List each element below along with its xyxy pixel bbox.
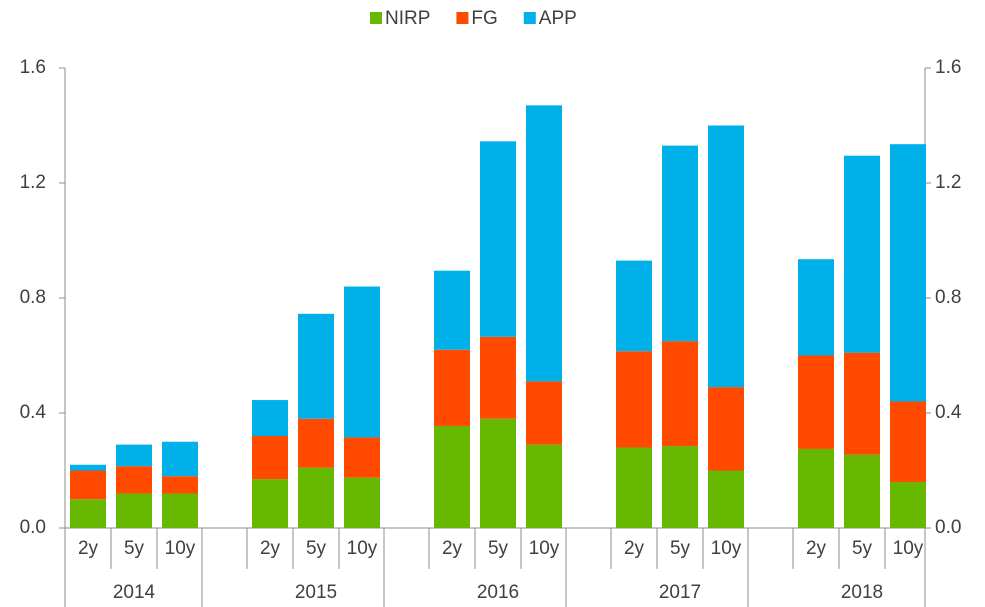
bar-segment bbox=[798, 448, 834, 528]
bar-segment bbox=[844, 352, 880, 455]
bar-segment bbox=[480, 336, 516, 419]
bar-segment bbox=[526, 105, 562, 382]
y-tick-label: 0.4 bbox=[20, 402, 47, 423]
bar-segment bbox=[116, 444, 152, 467]
group-label: 2014 bbox=[113, 582, 156, 603]
bar-segment bbox=[708, 125, 744, 388]
y2-tick-label: 1.6 bbox=[935, 57, 961, 78]
bar-segment bbox=[162, 493, 198, 528]
x-tick-label: 10y bbox=[893, 538, 924, 559]
bar-segment bbox=[70, 499, 106, 528]
bar-segment bbox=[480, 418, 516, 528]
bar-segment bbox=[298, 467, 334, 528]
y-tick-label: 1.2 bbox=[20, 172, 46, 193]
bar-segment bbox=[844, 454, 880, 528]
bar-segment bbox=[616, 447, 652, 528]
bar-segment bbox=[70, 464, 106, 471]
y-tick-label: 0.0 bbox=[20, 517, 46, 538]
x-tick-label: 2y bbox=[442, 538, 463, 559]
bar-segment bbox=[526, 381, 562, 445]
legend-swatch bbox=[370, 12, 382, 24]
bar-segment bbox=[434, 425, 470, 528]
legend-label: APP bbox=[539, 8, 577, 29]
x-tick-label: 5y bbox=[488, 538, 509, 559]
x-tick-label: 5y bbox=[670, 538, 691, 559]
bar-segment bbox=[662, 446, 698, 528]
x-tick-label: 10y bbox=[711, 538, 742, 559]
bar-segment bbox=[890, 144, 926, 402]
bar-segment bbox=[616, 260, 652, 352]
bar-segment bbox=[708, 470, 744, 528]
bar-segment bbox=[890, 482, 926, 528]
bar-segment bbox=[344, 477, 380, 528]
x-tick-label: 5y bbox=[306, 538, 327, 559]
bar-segment bbox=[344, 437, 380, 478]
bar-segment bbox=[162, 441, 198, 477]
legend-label: FG bbox=[471, 8, 497, 29]
y2-tick-label: 0.0 bbox=[935, 517, 961, 538]
bar-segment bbox=[798, 355, 834, 449]
x-tick-label: 10y bbox=[347, 538, 378, 559]
group-label: 2016 bbox=[477, 582, 519, 603]
bar-segment bbox=[252, 400, 288, 436]
bar-segment bbox=[890, 401, 926, 482]
bar-segment bbox=[252, 436, 288, 480]
group-label: 2018 bbox=[841, 582, 883, 603]
group-label: 2017 bbox=[659, 582, 701, 603]
x-tick-label: 10y bbox=[529, 538, 560, 559]
y-tick-label: 0.8 bbox=[20, 287, 46, 308]
bar-segment bbox=[708, 387, 744, 471]
bar-segment bbox=[662, 341, 698, 447]
y2-tick-label: 0.4 bbox=[935, 402, 962, 423]
x-tick-label: 2y bbox=[260, 538, 281, 559]
legend-swatch bbox=[456, 12, 469, 24]
bar-segment bbox=[662, 145, 698, 342]
bar-segment bbox=[298, 313, 334, 419]
bar-segment bbox=[434, 270, 470, 350]
legend-swatch bbox=[523, 12, 536, 24]
group-label: 2015 bbox=[295, 582, 337, 603]
legend-label: NIRP bbox=[385, 8, 430, 29]
bar-segment bbox=[344, 286, 380, 438]
bar-segment bbox=[844, 155, 880, 353]
bar-segment bbox=[252, 479, 288, 528]
bar-segment bbox=[616, 351, 652, 448]
x-tick-label: 2y bbox=[806, 538, 827, 559]
bar-segment bbox=[116, 466, 152, 494]
y-tick-label: 1.6 bbox=[20, 57, 46, 78]
y2-tick-label: 1.2 bbox=[935, 172, 961, 193]
bar-segment bbox=[526, 444, 562, 528]
bar-segment bbox=[162, 476, 198, 494]
bar-segment bbox=[480, 141, 516, 337]
x-tick-label: 5y bbox=[124, 538, 145, 559]
x-tick-label: 2y bbox=[78, 538, 99, 559]
bar-segment bbox=[798, 259, 834, 356]
x-tick-label: 5y bbox=[852, 538, 873, 559]
x-tick-label: 10y bbox=[165, 538, 196, 559]
bar-segment bbox=[434, 349, 470, 426]
bar-segment bbox=[116, 493, 152, 528]
bar-segment bbox=[298, 418, 334, 468]
x-tick-label: 2y bbox=[624, 538, 645, 559]
bar-segment bbox=[70, 470, 106, 500]
y2-tick-label: 0.8 bbox=[935, 287, 961, 308]
